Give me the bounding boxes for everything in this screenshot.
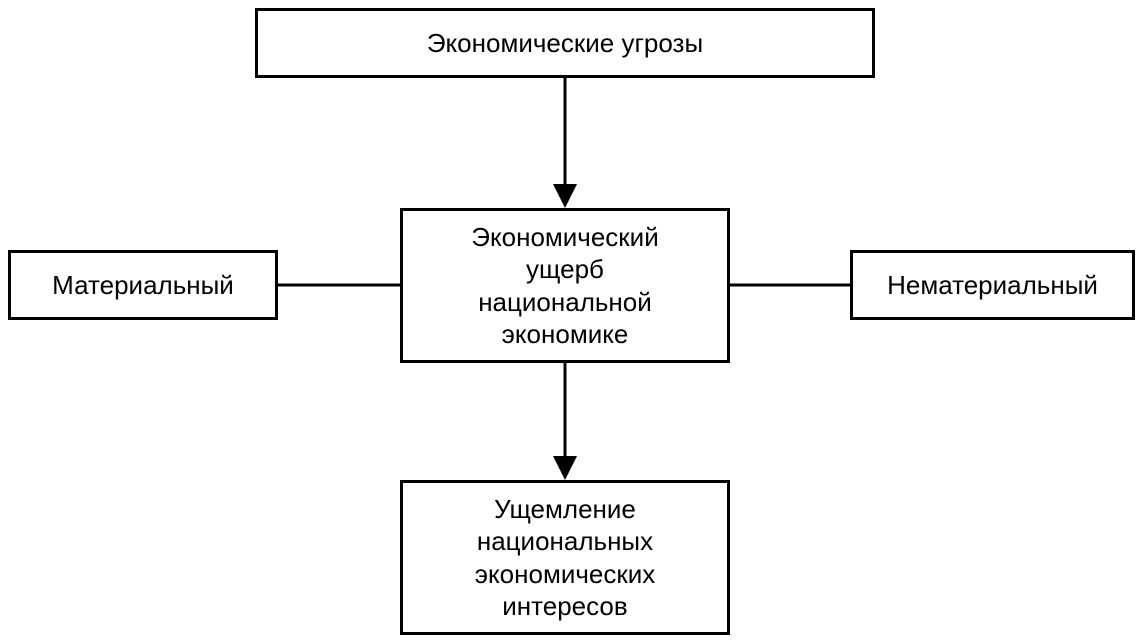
edge-threats-damage bbox=[0, 0, 1144, 643]
